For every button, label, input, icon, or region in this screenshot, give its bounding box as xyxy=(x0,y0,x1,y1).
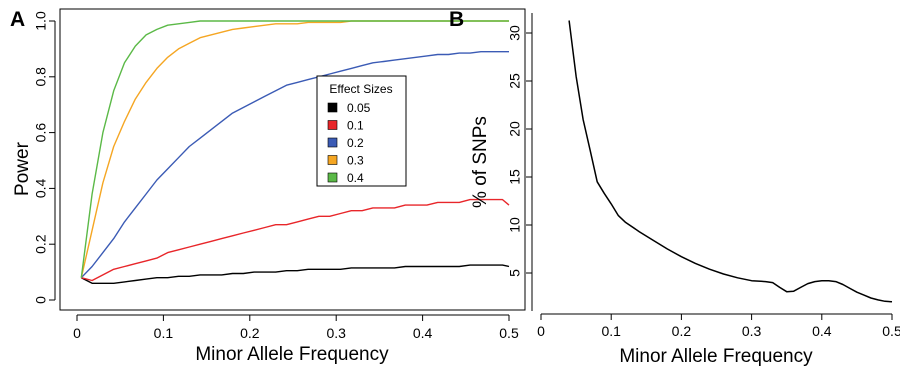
series-line-0.2 xyxy=(80,51,509,279)
y-tick-label: 15 xyxy=(507,169,523,185)
panel-a-y-axis: 0 0.2 0.4 0.6 0.8 1.0 xyxy=(33,11,56,304)
legend-swatch-0.3 xyxy=(327,155,338,165)
x-tick-label: 0.2 xyxy=(240,325,260,341)
y-tick-label: 1.0 xyxy=(33,11,49,31)
legend-label-0.2: 0.2 xyxy=(347,136,364,150)
legend-box xyxy=(316,75,407,187)
panel-b-y-axis-title: % of SNPs xyxy=(470,116,491,208)
y-tick-label: 10 xyxy=(507,217,523,233)
legend-swatch-0.05 xyxy=(327,102,338,113)
legend-swatch-0.2 xyxy=(327,137,338,148)
x-tick-label: 0.5 xyxy=(882,323,900,339)
x-tick-label: 0.5 xyxy=(499,325,519,341)
panel-b: B 0 0.1 0.2 0.3 0.4 0.5 5 10 15 20 25 30 Minor All… xyxy=(449,8,900,367)
x-tick-label: 0.3 xyxy=(742,323,762,339)
legend-label-0.3: 0.3 xyxy=(347,154,364,168)
legend-items: 0.05 0.1 0.2 0.3 0.4 xyxy=(327,101,371,185)
panel-a: A 0 0.1 0.2 0.3 0.4 0.5 0 0.2 0.4 0.6 0.8 1.0 Mino… xyxy=(10,8,526,365)
y-tick-label: 0.6 xyxy=(33,123,49,143)
y-tick-label: 0.4 xyxy=(33,178,49,198)
panel-a-plot-frame xyxy=(59,8,526,311)
series-line-0.3 xyxy=(80,20,509,278)
y-tick-label: 20 xyxy=(507,121,523,137)
panel-b-y-axis: 5 10 15 20 25 30 xyxy=(507,25,532,277)
panel-a-series-group xyxy=(80,20,510,284)
legend-label-0.05: 0.05 xyxy=(347,101,371,115)
y-tick-label: 30 xyxy=(507,25,523,41)
panel-b-series-group xyxy=(568,20,893,303)
series-line-0.4 xyxy=(80,20,509,278)
panel-b-x-axis: 0 0.1 0.2 0.3 0.4 0.5 xyxy=(537,314,900,339)
y-tick-label: 25 xyxy=(507,73,523,89)
y-tick-label: 0 xyxy=(33,296,49,304)
x-tick-label: 0.4 xyxy=(812,323,832,339)
series-line-0.1 xyxy=(81,198,510,282)
series-line-0.05 xyxy=(80,264,510,284)
y-tick-label: 5 xyxy=(507,269,523,277)
panel-a-x-axis: 0 0.1 0.2 0.3 0.4 0.5 xyxy=(73,314,519,341)
legend-title: Effect Sizes xyxy=(329,82,392,96)
panel-a-letter: A xyxy=(10,8,25,31)
x-tick-label: 0.4 xyxy=(413,325,433,341)
x-tick-label: 0 xyxy=(537,323,545,339)
panel-a-y-axis-title: Power xyxy=(12,141,33,196)
x-tick-label: 0.1 xyxy=(601,323,621,339)
panel-b-x-axis-title: Minor Allele Frequency xyxy=(619,346,813,367)
x-tick-label: 0.1 xyxy=(154,325,174,341)
panel-a-legend: Effect Sizes 0.05 0.1 0.2 0.3 0.4 xyxy=(316,75,407,187)
x-tick-label: 0 xyxy=(73,325,81,341)
y-tick-label: 0.2 xyxy=(33,234,49,254)
legend-swatch-0.4 xyxy=(327,172,338,183)
snp-percentage-line xyxy=(568,20,893,303)
x-tick-label: 0.2 xyxy=(672,323,692,339)
legend-label-0.4: 0.4 xyxy=(347,171,364,185)
y-tick-label: 0.8 xyxy=(33,67,49,87)
panel-b-letter: B xyxy=(449,8,464,31)
legend-label-0.1: 0.1 xyxy=(347,119,364,133)
x-tick-label: 0.3 xyxy=(326,325,346,341)
panel-a-x-axis-title: Minor Allele Frequency xyxy=(195,344,389,365)
legend-swatch-0.1 xyxy=(327,120,338,130)
